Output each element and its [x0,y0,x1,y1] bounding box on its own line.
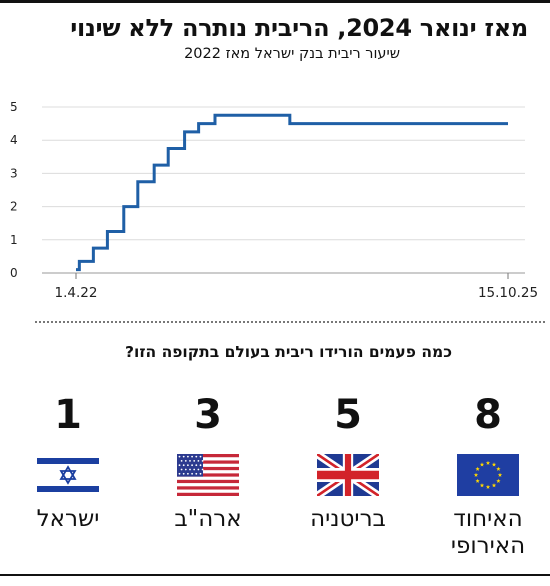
y-tick-4: 4 [10,133,18,147]
country-uk: 5 בריטניה [288,390,408,533]
country-israel: 1 ישראל [8,390,128,533]
uk-count: 5 [334,392,362,438]
eu-flag-icon [457,454,519,496]
country-usa: 3 ארה"ב [148,390,268,533]
y-tick-0: 0 [10,266,18,280]
usa-count: 3 [194,392,222,438]
usa-flag-icon [177,454,239,496]
x-tick-0: 1.4.22 [55,285,98,301]
israel-name: ישראל [36,506,100,532]
y-tick-5: 5 [10,100,18,114]
rate-step-chart: 0 1 2 3 4 5 1.4.22 15.10.25 [10,100,539,301]
country-eu: 8 האיחוד האירופי [428,390,548,560]
uk-name: בריטניה [310,506,386,532]
y-tick-2: 2 [10,200,18,214]
x-tick-labels: 1.4.22 15.10.25 [55,285,539,301]
grid-lines [42,106,525,279]
uk-flag-icon [317,454,379,496]
israel-flag-icon [37,454,99,496]
rate-cuts-question: כמה פעמים הורידו ריבית בעולם בתקופה הזו? [125,343,452,361]
top-rule [0,0,550,3]
usa-name: ארה"ב [174,506,242,532]
y-tick-1: 1 [10,233,18,247]
x-tick-1: 15.10.25 [478,285,538,301]
chart-title: מאז ינואר 2024, הריבית נותרה ללא שינוי [70,14,528,42]
y-tick-3: 3 [10,166,18,180]
eu-count: 8 [474,392,502,438]
rate-series [75,113,509,272]
chart-subtitle: שיעור ריבית בנק ישראל מאז 2022 [184,46,400,62]
eu-name: האיחוד האירופי [450,506,526,559]
section-divider [35,321,545,323]
y-tick-labels: 0 1 2 3 4 5 [10,100,18,280]
rate-line [76,113,508,272]
bottom-rule [0,574,550,576]
israel-count: 1 [54,392,82,438]
